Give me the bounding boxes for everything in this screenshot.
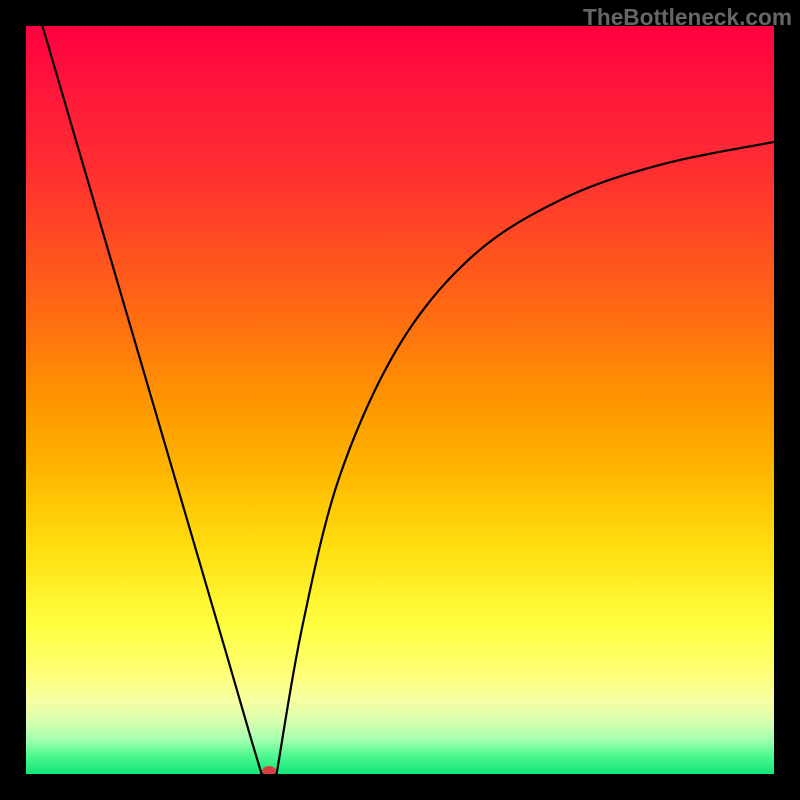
chart-container: TheBottleneck.com [0, 0, 800, 800]
vertex-marker [262, 766, 276, 774]
plot-area [26, 26, 774, 774]
bottleneck-curve [42, 26, 774, 774]
curve-layer [26, 26, 774, 774]
watermark-text: TheBottleneck.com [583, 4, 792, 31]
